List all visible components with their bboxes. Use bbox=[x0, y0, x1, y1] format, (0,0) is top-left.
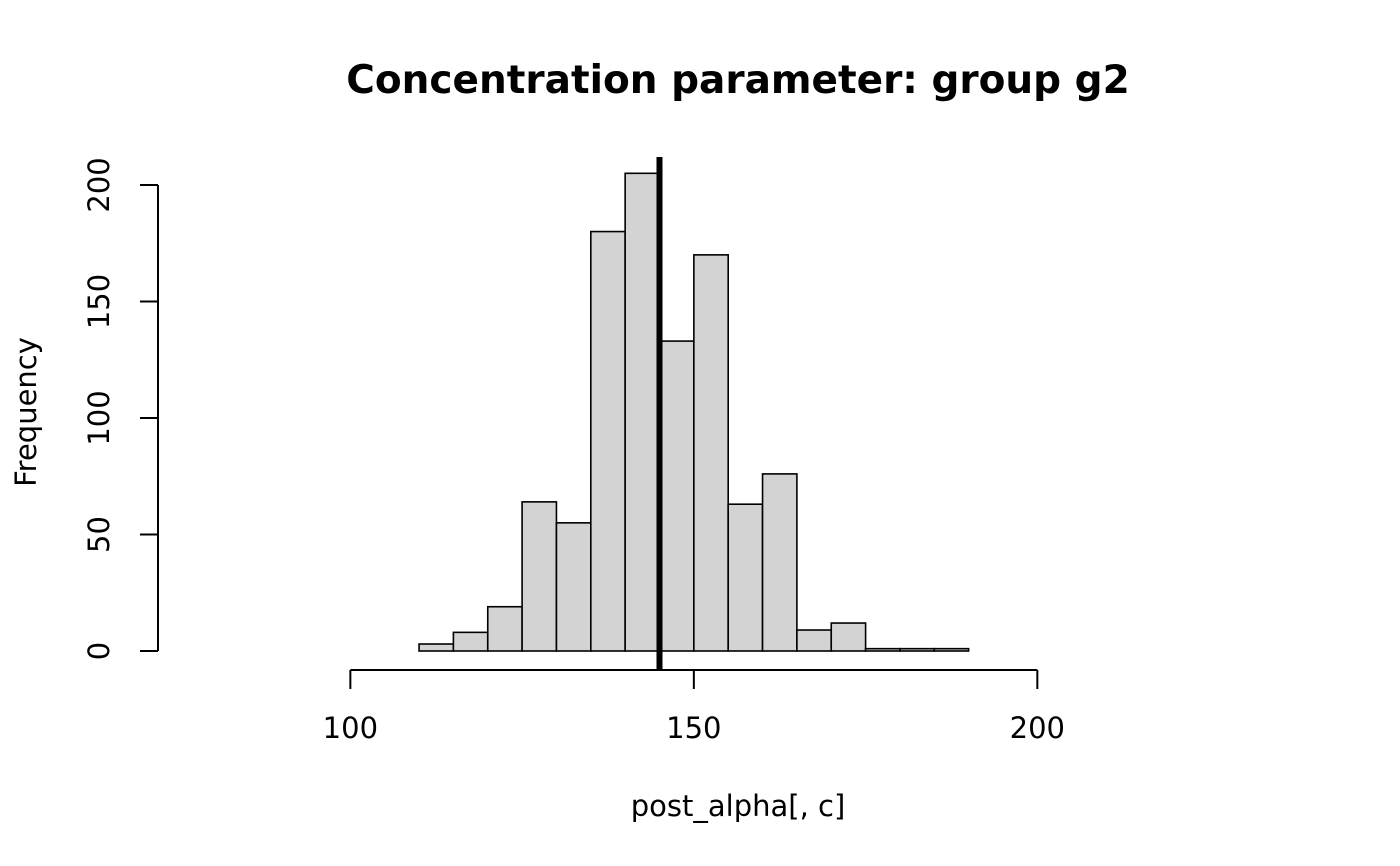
histogram-bar-2 bbox=[486, 605, 523, 652]
histogram-bar-12 bbox=[830, 622, 867, 652]
y-tick-label: 50 bbox=[82, 516, 116, 553]
x-tick-label: 100 bbox=[323, 711, 378, 745]
histogram-bar-1 bbox=[452, 631, 489, 652]
x-axis: 100 150 200 bbox=[323, 669, 1065, 745]
x-tick-label: 150 bbox=[666, 711, 721, 745]
histogram-bar-9 bbox=[727, 503, 764, 652]
y-axis-label: Frequency bbox=[9, 337, 43, 487]
y-tick-label: 100 bbox=[82, 390, 116, 445]
bars-group bbox=[418, 172, 970, 652]
y-tick-label: 150 bbox=[82, 274, 116, 329]
y-tick-label: 0 bbox=[82, 642, 116, 660]
histogram-bar-15 bbox=[933, 647, 970, 652]
histogram-bar-11 bbox=[796, 629, 833, 652]
chart-title: Concentration parameter: group g2 bbox=[346, 58, 1130, 103]
histogram-bar-6 bbox=[624, 172, 661, 652]
histogram-bar-13 bbox=[864, 647, 901, 652]
histogram-bar-0 bbox=[418, 643, 455, 652]
x-tick-label: 200 bbox=[1010, 711, 1065, 745]
x-axis-label: post_alpha[, c] bbox=[631, 789, 846, 823]
histogram-bar-10 bbox=[761, 473, 798, 652]
y-tick-label: 200 bbox=[82, 157, 116, 212]
histogram-bar-7 bbox=[658, 340, 695, 652]
histogram-bar-14 bbox=[899, 647, 936, 652]
histogram-bar-4 bbox=[555, 522, 592, 652]
histogram-bar-3 bbox=[521, 501, 558, 652]
y-axis: 0 50 100 150 200 bbox=[82, 157, 159, 660]
histogram-bar-8 bbox=[693, 254, 729, 652]
histogram-bar-5 bbox=[589, 230, 626, 652]
